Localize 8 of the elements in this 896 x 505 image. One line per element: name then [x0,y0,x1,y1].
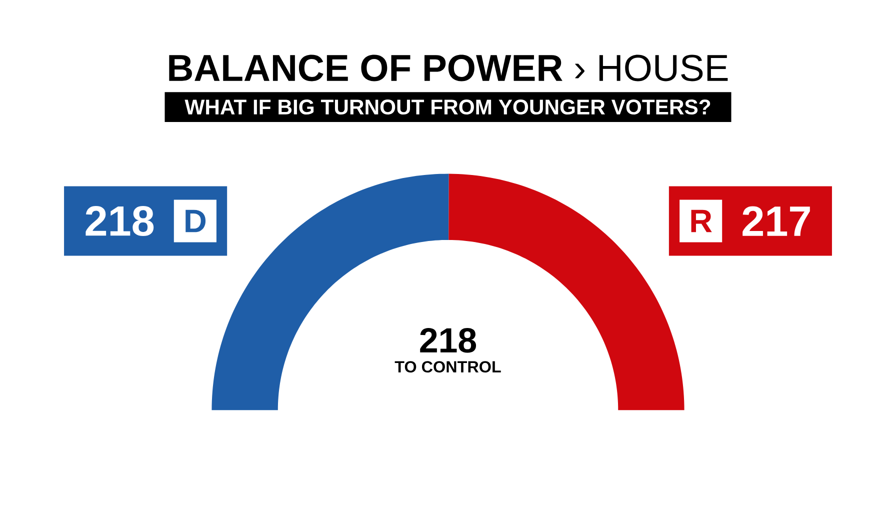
text: TO CONTROL [394,361,501,373]
chart-subtitle: WHAT IF BIG TURNOUT FROM YOUNGER VOTERS? [184,100,710,114]
slice-label: R [691,210,712,232]
chart-title: BALANCE OF POWER › HOUSE [169,54,728,82]
slice-label: D [186,210,206,232]
data-label: 217 [742,206,810,236]
text: 218 [420,328,476,353]
data-label: 218 [86,206,154,236]
